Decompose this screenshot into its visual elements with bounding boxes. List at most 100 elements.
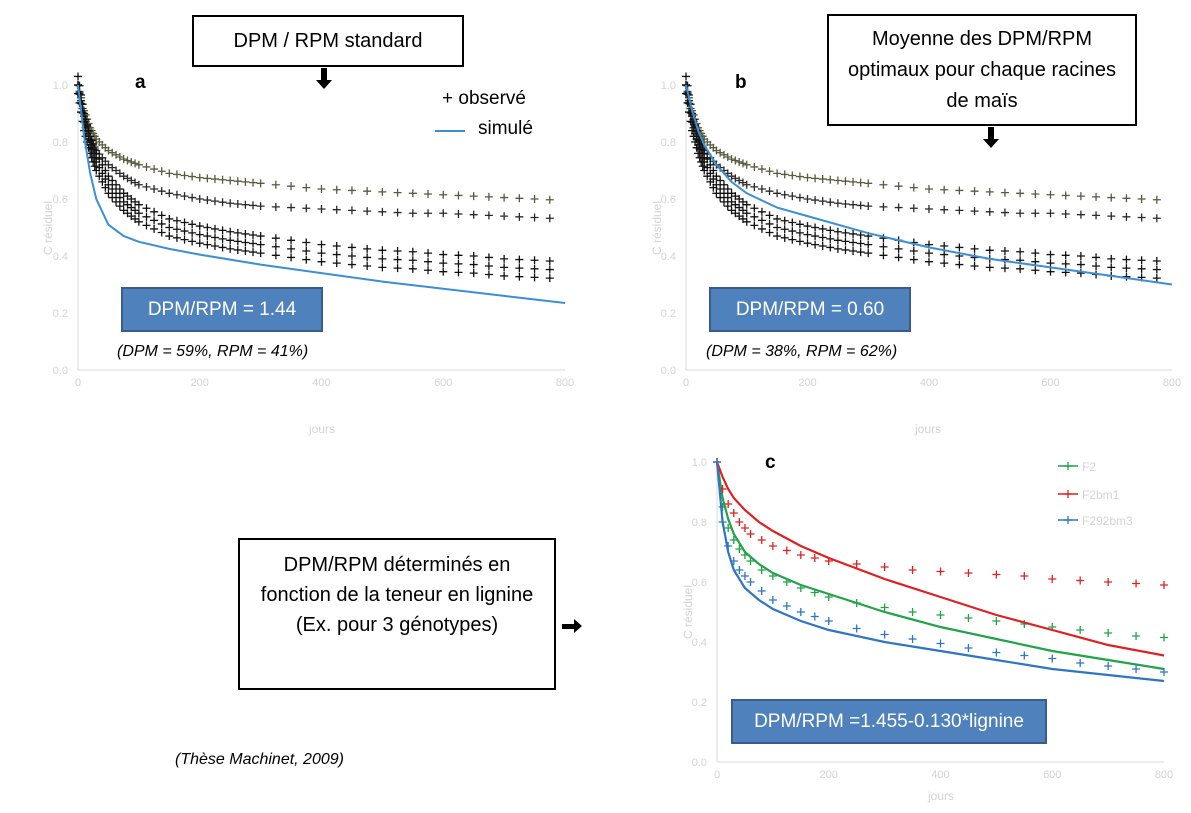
observed-point	[112, 151, 120, 159]
observed-point	[116, 194, 124, 202]
observed-point-f2bm1	[811, 554, 819, 562]
observed-point-f292bm3	[811, 613, 819, 621]
observed-point	[333, 206, 341, 214]
observed-point	[849, 230, 857, 238]
observed-point	[796, 237, 804, 245]
observed-point	[424, 266, 432, 274]
observed-point	[986, 246, 994, 254]
observed-point	[165, 224, 173, 232]
observed-point	[150, 208, 158, 216]
observed-point	[424, 209, 432, 217]
observed-point	[750, 163, 758, 171]
observed-point	[731, 174, 739, 182]
observed-point-f2bm1	[1160, 581, 1168, 589]
observed-point-f2bm1	[1020, 572, 1028, 580]
observed-point	[394, 189, 402, 197]
observed-point	[841, 200, 849, 208]
observed-point	[203, 224, 211, 232]
observed-point	[804, 231, 812, 239]
observed-point-f292bm3	[741, 572, 749, 580]
observed-point	[181, 227, 189, 235]
y-tick-label: 0.8	[53, 137, 68, 149]
observed-point	[864, 241, 872, 249]
x-tick-label: 400	[312, 377, 330, 389]
observed-point-f2bm1	[730, 509, 738, 517]
observed-point-f2bm1	[992, 571, 1000, 579]
observed-point	[333, 251, 341, 259]
observed-point	[226, 199, 234, 207]
x-tick-label: 400	[920, 377, 938, 389]
observed-point	[158, 228, 166, 236]
observed-point	[1138, 265, 1146, 273]
observed-point	[1031, 209, 1039, 217]
x-tick-label: 0	[714, 769, 720, 781]
observed-point	[470, 192, 478, 200]
observed-point	[363, 187, 371, 195]
observed-point	[173, 170, 181, 178]
observed-point	[1001, 209, 1009, 217]
observed-point	[131, 179, 139, 187]
observed-point	[363, 245, 371, 253]
observed-point	[735, 158, 743, 166]
observed-point	[302, 204, 310, 212]
observed-point	[895, 253, 903, 261]
observed-point	[439, 191, 447, 199]
observed-point	[454, 251, 462, 259]
observed-point	[424, 258, 432, 266]
observed-point	[112, 198, 120, 206]
observed-point	[241, 178, 249, 186]
observed-point	[219, 198, 227, 206]
y-axis-label: C résiduel	[681, 585, 695, 639]
x-tick-label: 200	[820, 769, 838, 781]
observed-point	[1077, 252, 1085, 260]
observed-point	[454, 191, 462, 199]
observed-point	[241, 238, 249, 246]
observed-point	[439, 209, 447, 217]
observed-point	[226, 245, 234, 253]
observed-point	[546, 257, 554, 265]
observed-point	[257, 241, 265, 249]
observed-point	[1062, 260, 1070, 268]
observed-point-f292bm3	[909, 635, 917, 643]
observed-point	[211, 242, 219, 250]
observed-point	[188, 229, 196, 237]
observed-point	[165, 215, 173, 223]
x-tick-label: 200	[191, 377, 209, 389]
observed-point	[879, 181, 887, 189]
observed-point	[971, 187, 979, 195]
optimal-ratio-text: Moyenne des DPM/RPM optimaux pour chaque…	[848, 28, 1116, 112]
observed-point	[485, 262, 493, 270]
observed-point	[826, 235, 834, 243]
standard-ratio-box: DPM / RPM standard	[192, 15, 464, 67]
observed-point	[181, 171, 189, 179]
observed-point	[819, 242, 827, 250]
y-tick-label: 1.0	[661, 80, 676, 92]
observed-point	[74, 72, 82, 80]
observed-point	[409, 265, 417, 273]
observed-point-f2bm1	[1076, 577, 1084, 585]
observed-point	[348, 261, 356, 269]
observed-point	[363, 253, 371, 261]
observed-point	[955, 206, 963, 214]
observed-point	[1001, 264, 1009, 272]
observed-point	[925, 185, 933, 193]
observed-point-f2	[1160, 634, 1168, 642]
arrow-down-icon	[988, 127, 994, 141]
ratio-badge-a-text: DPM/RPM = 1.44	[148, 299, 296, 321]
observed-point	[546, 214, 554, 222]
observed-point	[731, 157, 739, 165]
observed-point	[864, 202, 872, 210]
observed-point-f292bm3	[1048, 655, 1056, 663]
arrow-right-icon	[562, 624, 576, 629]
arrow-down-icon	[321, 68, 327, 82]
observed-point	[470, 211, 478, 219]
observed-point	[333, 242, 341, 250]
observed-point	[1016, 189, 1024, 197]
observed-point	[811, 232, 819, 240]
observed-point	[531, 273, 539, 281]
observed-point	[196, 222, 204, 230]
legend-simulated-line	[435, 130, 465, 132]
observed-point-f2bm1	[1132, 580, 1140, 588]
observed-point-f292bm3	[992, 649, 1000, 657]
observed-point	[834, 236, 842, 244]
